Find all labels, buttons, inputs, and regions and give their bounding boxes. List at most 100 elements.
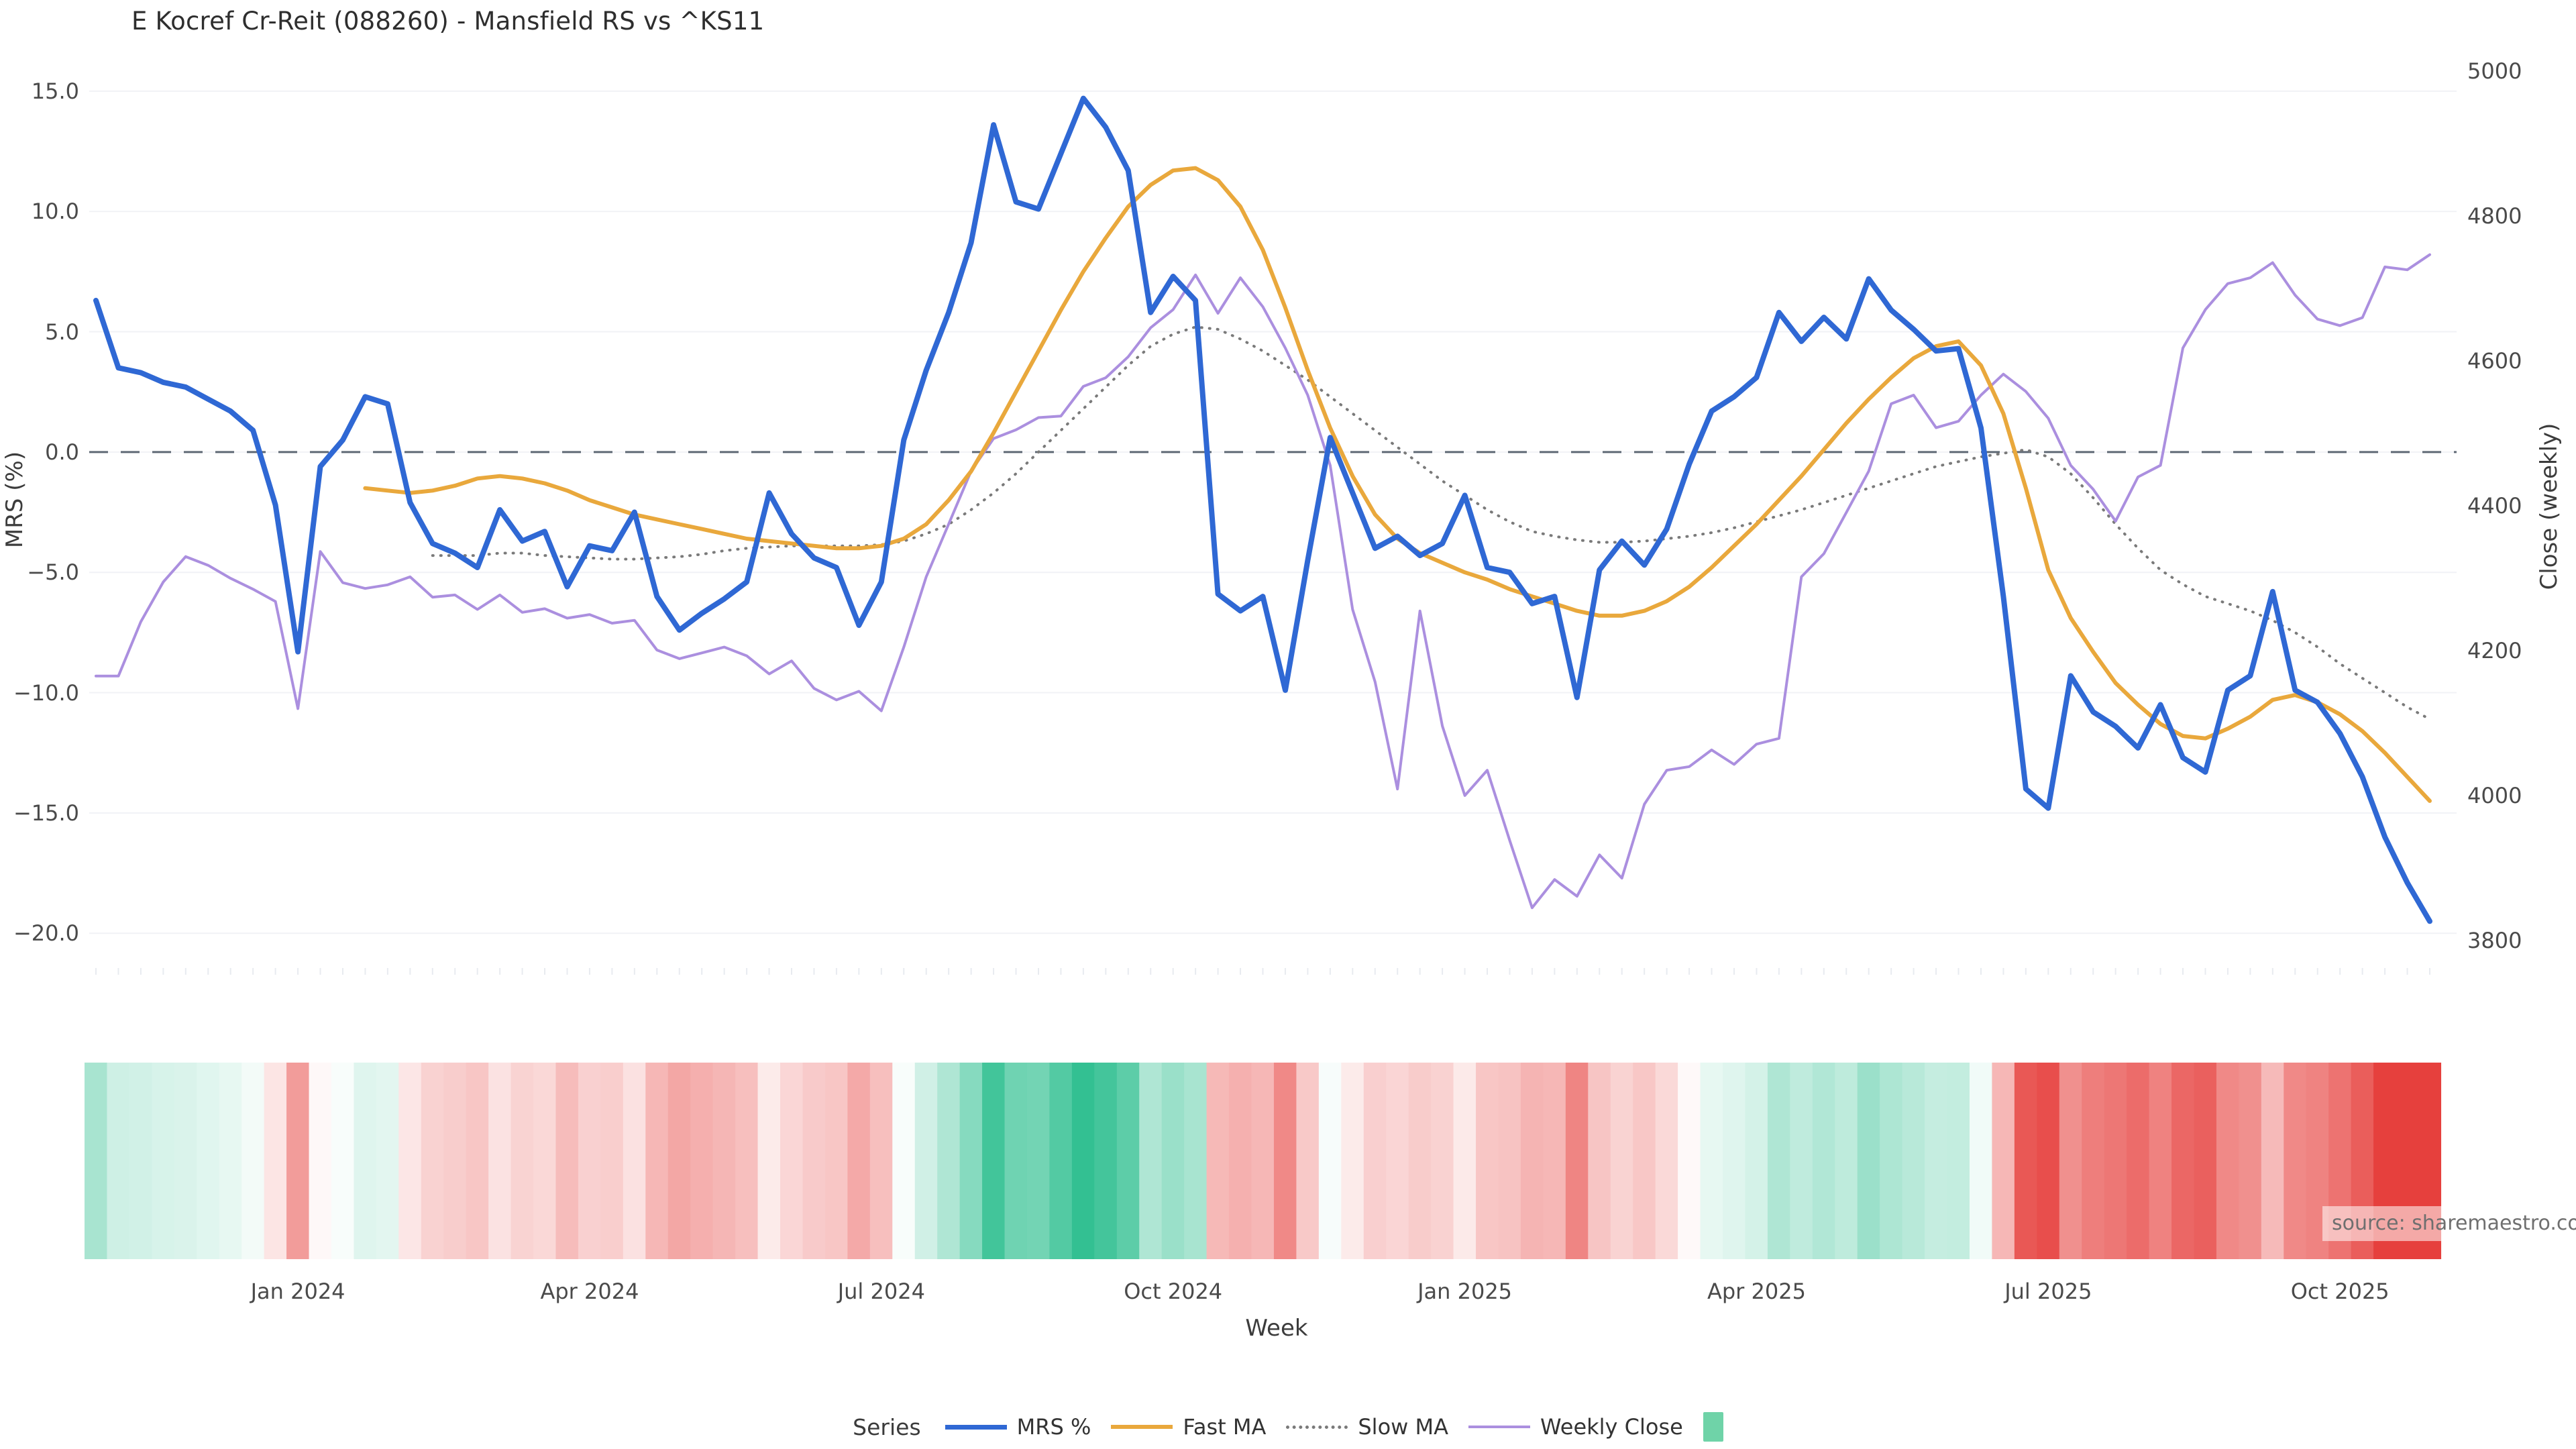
source-note: source: sharemaestro.com <box>2322 1206 2576 1241</box>
y-left-tick-label: −5.0 <box>27 559 79 586</box>
heatmap-cell <box>376 1063 399 1259</box>
heatmap-cell <box>1386 1063 1409 1259</box>
heatmap-cell <box>1610 1063 1633 1259</box>
page-title: E Kocref Cr-Reit (088260) - Mansfield RS… <box>131 7 765 36</box>
weekly-close-line <box>95 253 2431 910</box>
legend-item: Slow MA <box>1286 1414 1448 1440</box>
heatmap-cell <box>1812 1063 1835 1259</box>
heatmap-cell <box>1498 1063 1521 1259</box>
heatmap-cell <box>578 1063 601 1259</box>
heatmap-cell <box>219 1063 242 1259</box>
heatmap-cell <box>600 1063 624 1259</box>
heatmap-cell <box>1767 1063 1790 1259</box>
heatmap-cell <box>1296 1063 1320 1259</box>
heatmap-cell <box>1363 1063 1387 1259</box>
heatmap-cell <box>511 1063 534 1259</box>
heatmap-cell <box>443 1063 467 1259</box>
heatmap-cell <box>2216 1063 2239 1259</box>
x-tick-label: Jul 2024 <box>837 1279 925 1304</box>
heatmap-cell <box>1857 1063 1880 1259</box>
y-right-tick-label: 4200 <box>2467 638 2522 664</box>
heatmap-cell <box>1992 1063 2015 1259</box>
heatmap-cell <box>107 1063 130 1259</box>
heatmap-cell <box>1722 1063 1746 1259</box>
heatmap-cell <box>1745 1063 1768 1259</box>
heatmap-cell <box>1947 1063 1970 1259</box>
heatmap-cell <box>488 1063 512 1259</box>
heatmap-cell <box>264 1063 287 1259</box>
heatmap-cell <box>1925 1063 1948 1259</box>
heatmap-cell <box>1520 1063 1544 1259</box>
heatmap-cell <box>757 1063 781 1259</box>
heatmap-cell <box>197 1063 220 1259</box>
heatmap-cell <box>1251 1063 1275 1259</box>
mrs--line <box>93 95 2432 924</box>
heatmap-cell <box>1633 1063 1656 1259</box>
heatmap-cell <box>286 1063 310 1259</box>
heatmap-cell <box>645 1063 669 1259</box>
heatmap-cell <box>398 1063 422 1259</box>
y-left-tick-label: 0.0 <box>45 439 79 465</box>
slow-ma-line <box>431 325 2431 720</box>
heatmap-cell <box>1116 1063 1140 1259</box>
heatmap-cell <box>1071 1063 1095 1259</box>
heatmap-cell <box>2261 1063 2284 1259</box>
heatmap-cell <box>1049 1063 1073 1259</box>
heatmap-cell <box>241 1063 265 1259</box>
heatmap-cell <box>309 1063 332 1259</box>
y-left-tick-label: 10.0 <box>31 199 79 225</box>
heatmap-cell <box>982 1063 1006 1259</box>
heatmap-cell <box>1408 1063 1432 1259</box>
legend-label: MRS % <box>1016 1414 1091 1440</box>
heatmap-cell <box>2082 1063 2105 1259</box>
legend-label: Weekly Close <box>1540 1414 1683 1440</box>
legend-title: Series <box>853 1413 921 1440</box>
heatmap-cell <box>892 1063 916 1259</box>
heatmap-cell <box>466 1063 489 1259</box>
y-left-axis-title: MRS (%) <box>1 451 28 549</box>
heatmap-cell <box>1229 1063 1252 1259</box>
x-tick-label: Jan 2025 <box>1417 1279 1513 1304</box>
heatmap-cell <box>421 1063 444 1259</box>
heatmap-cell <box>802 1063 826 1259</box>
heatmap-cell <box>667 1063 691 1259</box>
x-tick-label: Jul 2025 <box>2004 1279 2092 1304</box>
heatmap-cell <box>847 1063 871 1259</box>
legend: Series MRS % Fast MA Slow MA Weekly Close <box>0 1407 2576 1446</box>
heatmap-cell <box>2104 1063 2127 1259</box>
heatmap-cell <box>1835 1063 1858 1259</box>
x-tick-label: Oct 2025 <box>2290 1279 2390 1304</box>
heatmap-cell <box>1880 1063 1903 1259</box>
y-right-tick-label: 4000 <box>2467 782 2522 808</box>
heatmap-cell <box>1565 1063 1589 1259</box>
y-right-tick-label: 4600 <box>2467 348 2522 374</box>
heatmap-cell <box>354 1063 377 1259</box>
y-left-tick-label: 5.0 <box>45 319 79 345</box>
heatmap-cell <box>2171 1063 2195 1259</box>
legend-item: Weekly Close <box>1468 1414 1683 1440</box>
heatmap-cell <box>2127 1063 2150 1259</box>
heatmap-cell <box>712 1063 736 1259</box>
heatmap-cell <box>2239 1063 2262 1259</box>
heatmap-cell <box>1453 1063 1477 1259</box>
heatmap-cell <box>1790 1063 1813 1259</box>
legend-item: Fast MA <box>1111 1414 1266 1440</box>
heatmap-cell <box>1700 1063 1723 1259</box>
y-right-tick-label: 4400 <box>2467 493 2522 519</box>
heatmap-cell <box>1902 1063 1925 1259</box>
heatmap-cell <box>869 1063 893 1259</box>
legend-item: MRS % <box>945 1414 1091 1440</box>
legend-label: Slow MA <box>1358 1414 1448 1440</box>
legend-line-swatch <box>1468 1426 1530 1428</box>
heatmap-cell <box>1026 1063 1051 1259</box>
y-right-tick-label: 3800 <box>2467 927 2522 953</box>
heatmap-cell <box>1318 1063 1342 1259</box>
heatmap-cell <box>2037 1063 2060 1259</box>
heatmap-cell <box>1184 1063 1208 1259</box>
heatmap-cell <box>1206 1063 1230 1259</box>
heatmap-cell <box>959 1063 983 1259</box>
y-left-tick-label: −20.0 <box>13 920 79 947</box>
heatmap-cell <box>824 1063 848 1259</box>
heatmap-cell <box>174 1063 197 1259</box>
y-right-tick-label: 4800 <box>2467 203 2522 229</box>
